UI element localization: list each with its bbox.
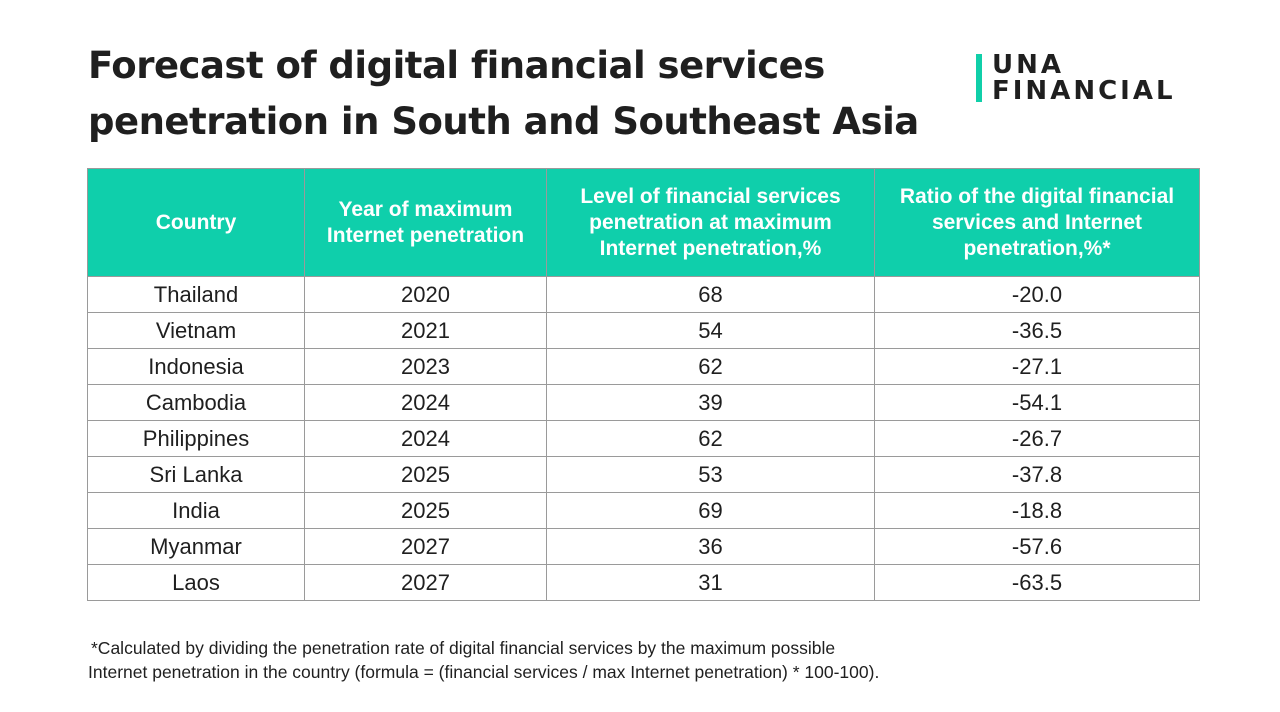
cell-country: Vietnam — [87, 312, 305, 349]
cell-financial-level: 54 — [546, 312, 875, 349]
table-row: Cambodia 2024 39 -54.1 — [87, 384, 1200, 421]
table-row: India 2025 69 -18.8 — [87, 492, 1200, 529]
penetration-forecast-table: Country Year of maximum Internet penetra… — [87, 168, 1200, 601]
table-row: Laos 2027 31 -63.5 — [87, 564, 1200, 601]
cell-country: Myanmar — [87, 528, 305, 565]
cell-year: 2027 — [304, 528, 547, 565]
cell-ratio: -57.6 — [874, 528, 1200, 565]
table-row: Thailand 2020 68 -20.0 — [87, 276, 1200, 313]
cell-country: Thailand — [87, 276, 305, 313]
cell-ratio: -36.5 — [874, 312, 1200, 349]
cell-financial-level: 31 — [546, 564, 875, 601]
cell-ratio: -26.7 — [874, 420, 1200, 457]
una-financial-logo: UNA FINANCIAL — [976, 52, 1201, 106]
cell-financial-level: 39 — [546, 384, 875, 421]
cell-country: Laos — [87, 564, 305, 601]
cell-financial-level: 62 — [546, 348, 875, 385]
cell-year: 2024 — [304, 420, 547, 457]
footnote: *Calculated by dividing the penetration … — [88, 636, 1188, 684]
column-header-country: Country — [87, 168, 305, 277]
title-line-1: Forecast of digital financial services — [88, 44, 825, 87]
logo-accent-bar — [976, 54, 982, 102]
cell-year: 2023 — [304, 348, 547, 385]
cell-ratio: -27.1 — [874, 348, 1200, 385]
cell-year: 2027 — [304, 564, 547, 601]
table-header-row: Country Year of maximum Internet penetra… — [87, 168, 1200, 277]
cell-ratio: -54.1 — [874, 384, 1200, 421]
cell-year: 2020 — [304, 276, 547, 313]
cell-ratio: -20.0 — [874, 276, 1200, 313]
cell-financial-level: 69 — [546, 492, 875, 529]
table-row: Philippines 2024 62 -26.7 — [87, 420, 1200, 457]
cell-ratio: -63.5 — [874, 564, 1200, 601]
cell-country: Sri Lanka — [87, 456, 305, 493]
cell-ratio: -18.8 — [874, 492, 1200, 529]
cell-country: Philippines — [87, 420, 305, 457]
table-row: Sri Lanka 2025 53 -37.8 — [87, 456, 1200, 493]
cell-financial-level: 68 — [546, 276, 875, 313]
column-header-year: Year of maximum Internet penetration — [304, 168, 547, 277]
cell-year: 2025 — [304, 456, 547, 493]
cell-country: Indonesia — [87, 348, 305, 385]
cell-financial-level: 62 — [546, 420, 875, 457]
table-row: Vietnam 2021 54 -36.5 — [87, 312, 1200, 349]
cell-country: Cambodia — [87, 384, 305, 421]
column-header-financial-level: Level of financial services penetration … — [546, 168, 875, 277]
logo-text-una: UNA — [992, 50, 1064, 80]
logo-text-financial: FINANCIAL — [992, 76, 1176, 106]
table-row: Myanmar 2027 36 -57.6 — [87, 528, 1200, 565]
footnote-line-1: *Calculated by dividing the penetration … — [91, 638, 836, 658]
table-row: Indonesia 2023 62 -27.1 — [87, 348, 1200, 385]
title-line-2: penetration in South and Southeast Asia — [88, 100, 919, 143]
cell-year: 2025 — [304, 492, 547, 529]
column-header-ratio: Ratio of the digital financial services … — [874, 168, 1200, 277]
cell-financial-level: 53 — [546, 456, 875, 493]
cell-year: 2021 — [304, 312, 547, 349]
cell-financial-level: 36 — [546, 528, 875, 565]
cell-year: 2024 — [304, 384, 547, 421]
cell-ratio: -37.8 — [874, 456, 1200, 493]
page-title: Forecast of digital financial services p… — [88, 38, 948, 150]
footnote-line-2: Internet penetration in the country (for… — [88, 662, 880, 682]
cell-country: India — [87, 492, 305, 529]
